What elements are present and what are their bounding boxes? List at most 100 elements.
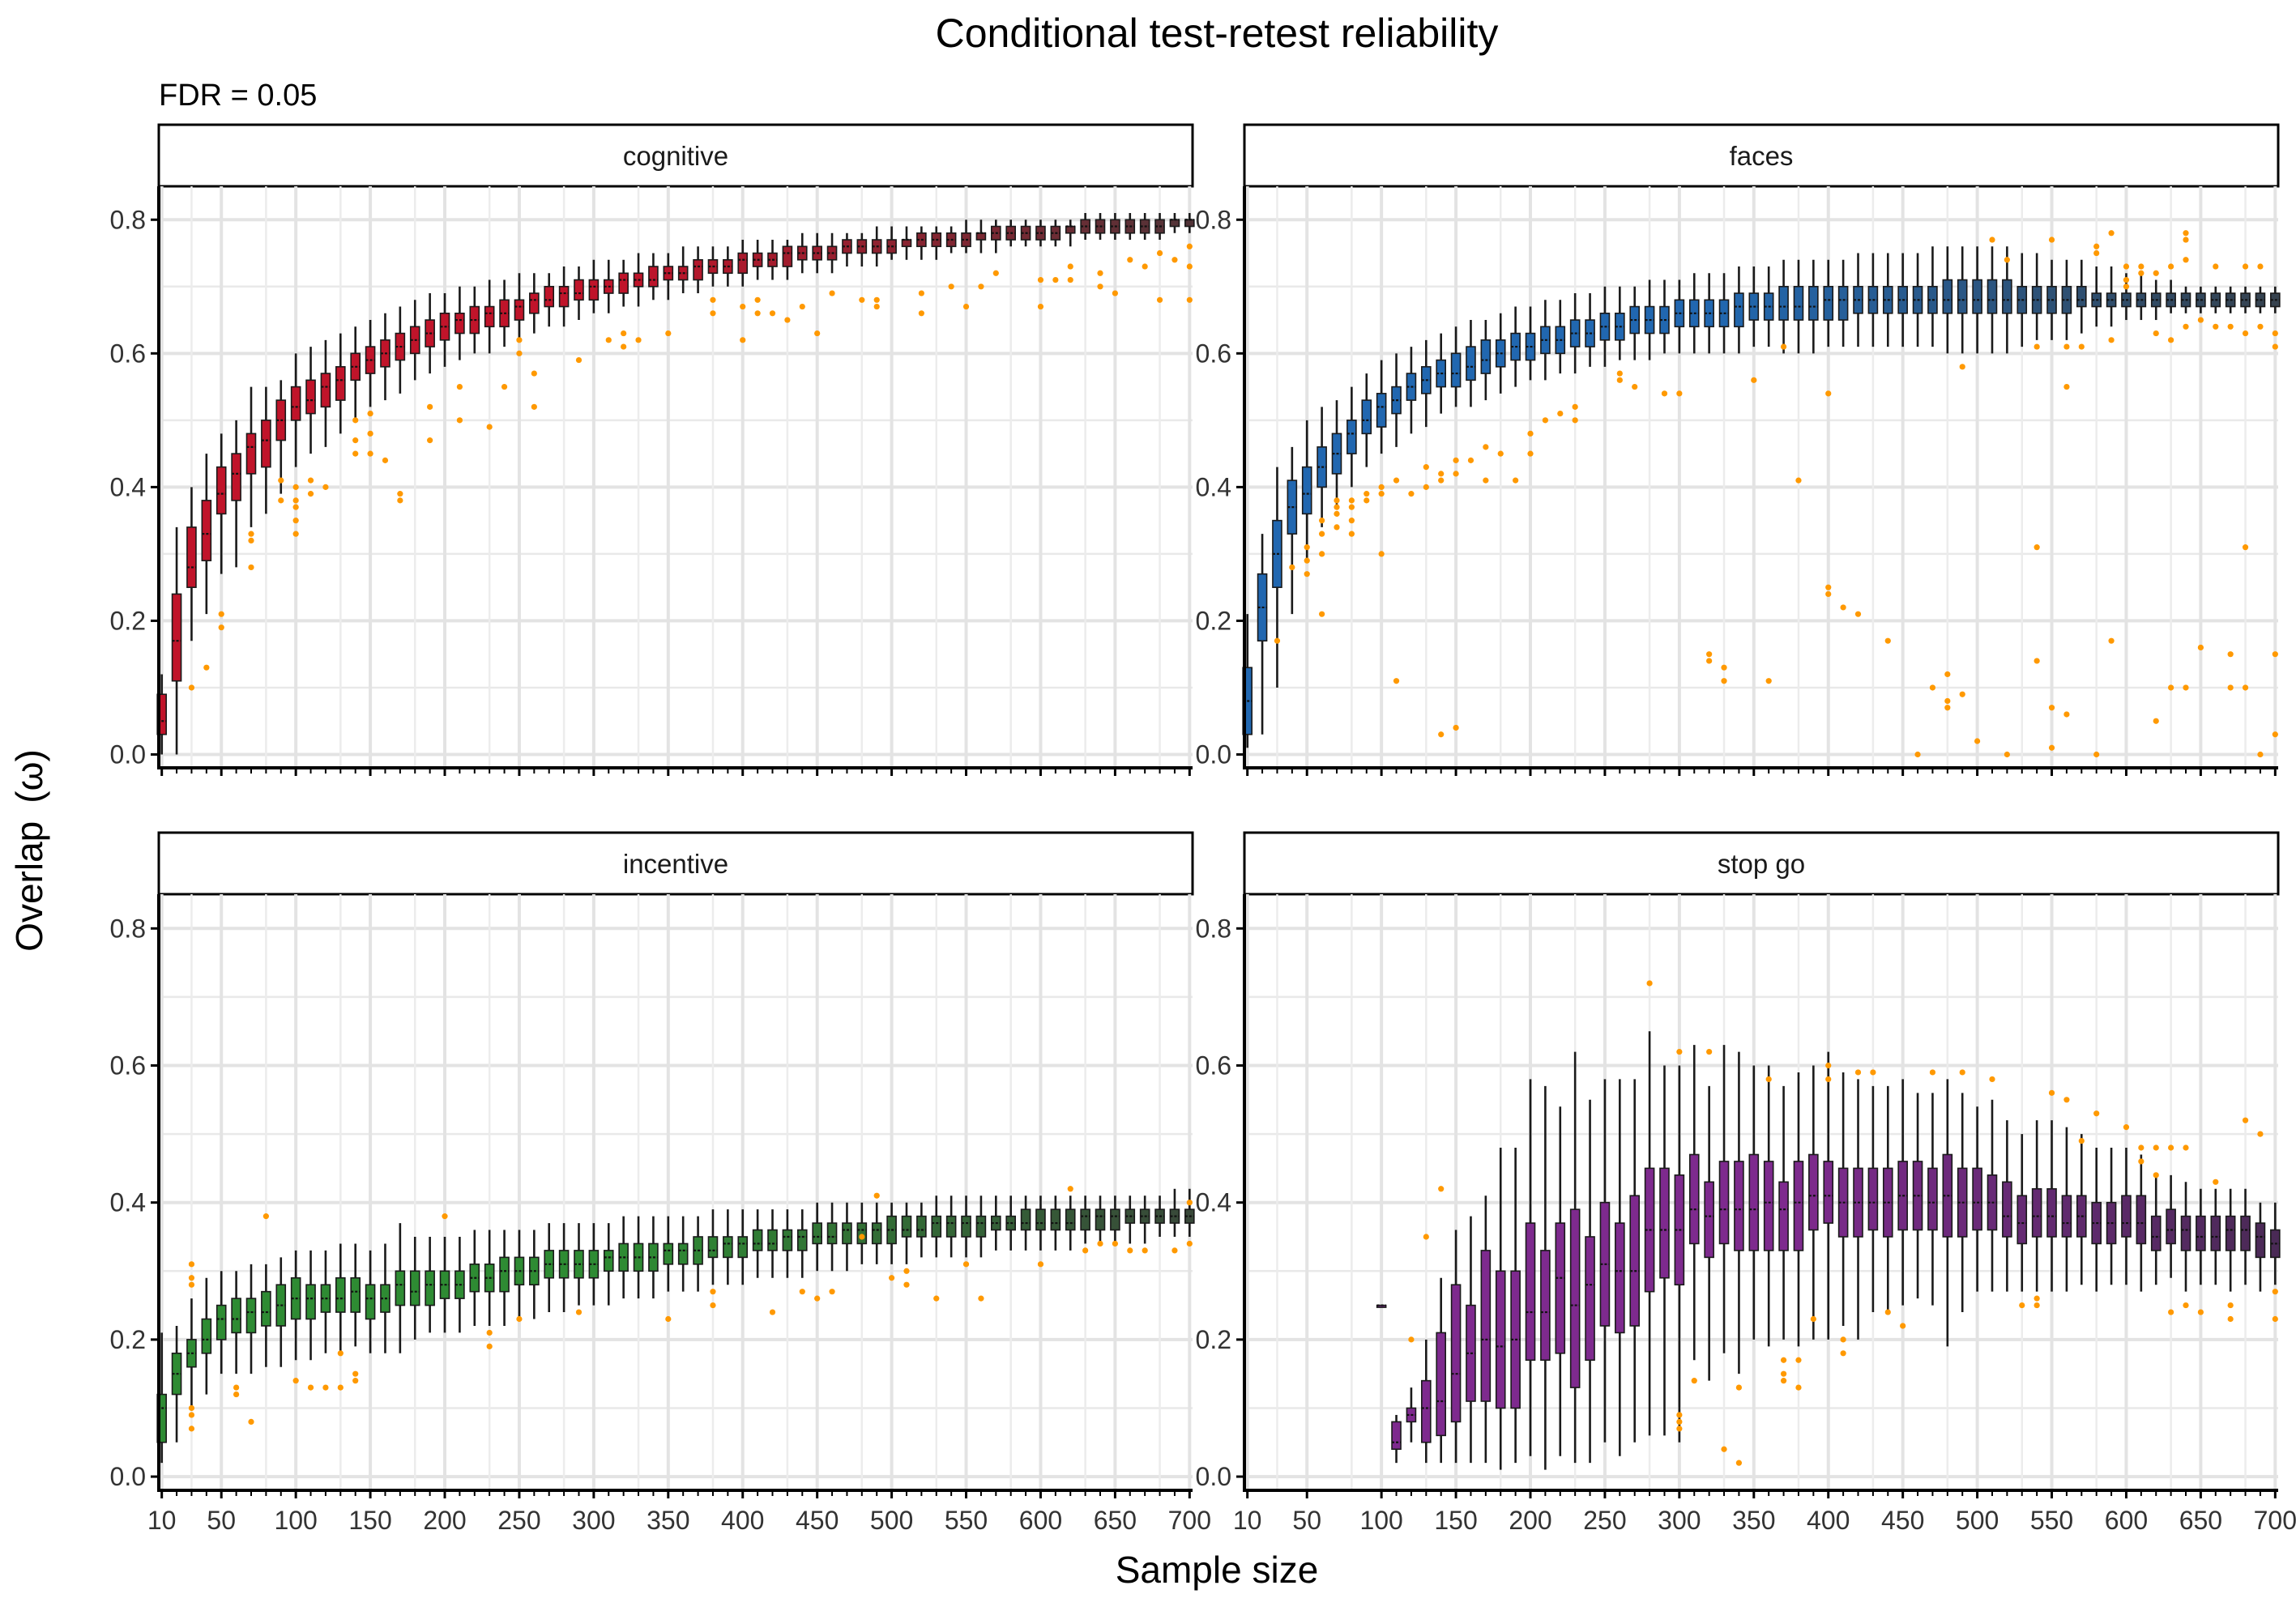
box-530 — [931, 226, 942, 260]
outlier-point — [352, 417, 359, 424]
box-520 — [916, 226, 927, 260]
y-tick-label: 0.6 — [1196, 339, 1231, 368]
outlier-point — [337, 1384, 344, 1391]
box-150 — [365, 320, 376, 407]
box-body — [737, 1236, 749, 1259]
outlier-point — [1097, 270, 1103, 276]
outlier-point — [2242, 684, 2249, 691]
y-tick-label: 0.8 — [1196, 205, 1231, 234]
outlier-point — [635, 337, 642, 343]
outlier-point — [2168, 1309, 2174, 1315]
outlier-point — [814, 330, 821, 337]
box-570 — [2076, 259, 2087, 334]
outlier-point — [1572, 417, 1578, 424]
box-body — [975, 1215, 987, 1238]
grid-lines — [159, 186, 1193, 768]
outlier-point — [1393, 678, 1400, 684]
box-230 — [484, 1230, 495, 1326]
box-40 — [201, 454, 212, 615]
outlier-point — [1319, 531, 1325, 537]
grid-lines — [159, 894, 1193, 1490]
outlier-point — [1319, 518, 1325, 524]
outlier-point — [2019, 1302, 2025, 1309]
outlier-point — [1348, 504, 1355, 510]
box-590 — [2106, 266, 2117, 327]
outlier-point — [188, 1275, 195, 1281]
outlier-point — [1616, 370, 1623, 377]
outlier-point — [829, 290, 835, 296]
x-axis-ticks: 10 50 100 150 200 250 300 350 400 450 500 550 600 650… — [147, 1490, 1211, 1535]
outlier-point — [799, 303, 805, 310]
box-270 — [1629, 1079, 1641, 1443]
outlier-point — [665, 1315, 672, 1323]
outliers — [188, 243, 1193, 691]
outlier-point — [397, 497, 403, 504]
box-100 — [290, 353, 301, 467]
y-tick-label: 0.8 — [110, 205, 146, 234]
box-240 — [499, 279, 510, 347]
box-550 — [961, 219, 971, 254]
box-590 — [2106, 1148, 2117, 1285]
box-body — [2255, 1222, 2266, 1259]
box-body — [261, 420, 271, 468]
grid-lines — [1244, 894, 2278, 1490]
outlier-point — [248, 531, 254, 537]
box-180 — [1495, 313, 1506, 394]
box-250 — [1599, 1079, 1611, 1443]
x-axis-ticks — [160, 768, 1191, 776]
box-body — [1837, 285, 1849, 321]
box-660 — [2210, 286, 2221, 313]
box-body — [1972, 1167, 1982, 1231]
y-tick-label: 0.8 — [1196, 914, 1231, 943]
outlier-point — [1780, 1378, 1787, 1384]
outlier-point — [1097, 283, 1103, 290]
y-axis-title-symbol: (ω) — [8, 749, 50, 803]
x-tick-label: 400 — [721, 1506, 764, 1535]
x-axis-ticks — [1246, 768, 2277, 776]
box-390 — [723, 1209, 733, 1285]
box-240 — [499, 1230, 510, 1326]
outlier-point — [1676, 1426, 1683, 1432]
box-220 — [1555, 300, 1566, 374]
box-body — [171, 593, 182, 682]
x-tick-label: 250 — [1583, 1506, 1626, 1535]
box-70 — [245, 1264, 257, 1374]
box-560 — [2061, 259, 2072, 340]
box-body — [514, 299, 525, 321]
box-body — [1450, 1284, 1462, 1423]
box-body — [916, 1215, 927, 1238]
outlier-point — [621, 343, 627, 350]
outlier-point — [859, 296, 865, 303]
outlier-point — [1884, 637, 1891, 644]
panel-cognitive: cognitive 0.0 0.2 0.4 0.6 0.8 — [110, 123, 1195, 776]
outlier-point — [248, 1418, 254, 1426]
box-body — [975, 232, 987, 241]
x-tick-label: 700 — [2254, 1506, 2296, 1535]
outlier-point — [531, 370, 537, 377]
box-340 — [648, 1216, 659, 1299]
box-body — [723, 1236, 733, 1259]
box-180 — [1495, 1148, 1506, 1470]
box-450 — [1897, 1079, 1908, 1306]
box-220 — [469, 286, 480, 354]
box-280 — [1644, 279, 1655, 360]
outlier-point — [2034, 1302, 2040, 1309]
outlier-point — [1632, 383, 1638, 390]
box-body — [1095, 1208, 1106, 1231]
outlier-point — [1438, 1186, 1445, 1192]
box-body — [201, 1318, 212, 1354]
outlier-point — [873, 296, 880, 303]
box-body — [1823, 285, 1834, 321]
box-body — [245, 433, 257, 475]
box-390 — [723, 246, 733, 287]
box-body — [320, 373, 331, 408]
box-body — [1778, 285, 1789, 321]
box-450 — [812, 1202, 822, 1272]
box-body — [931, 1215, 942, 1238]
box-body — [663, 1242, 674, 1265]
outlier-point — [292, 484, 299, 490]
outlier-point — [814, 1295, 821, 1302]
box-460 — [826, 1202, 838, 1272]
box-90 — [275, 1257, 287, 1367]
box-140 — [1436, 1277, 1446, 1464]
